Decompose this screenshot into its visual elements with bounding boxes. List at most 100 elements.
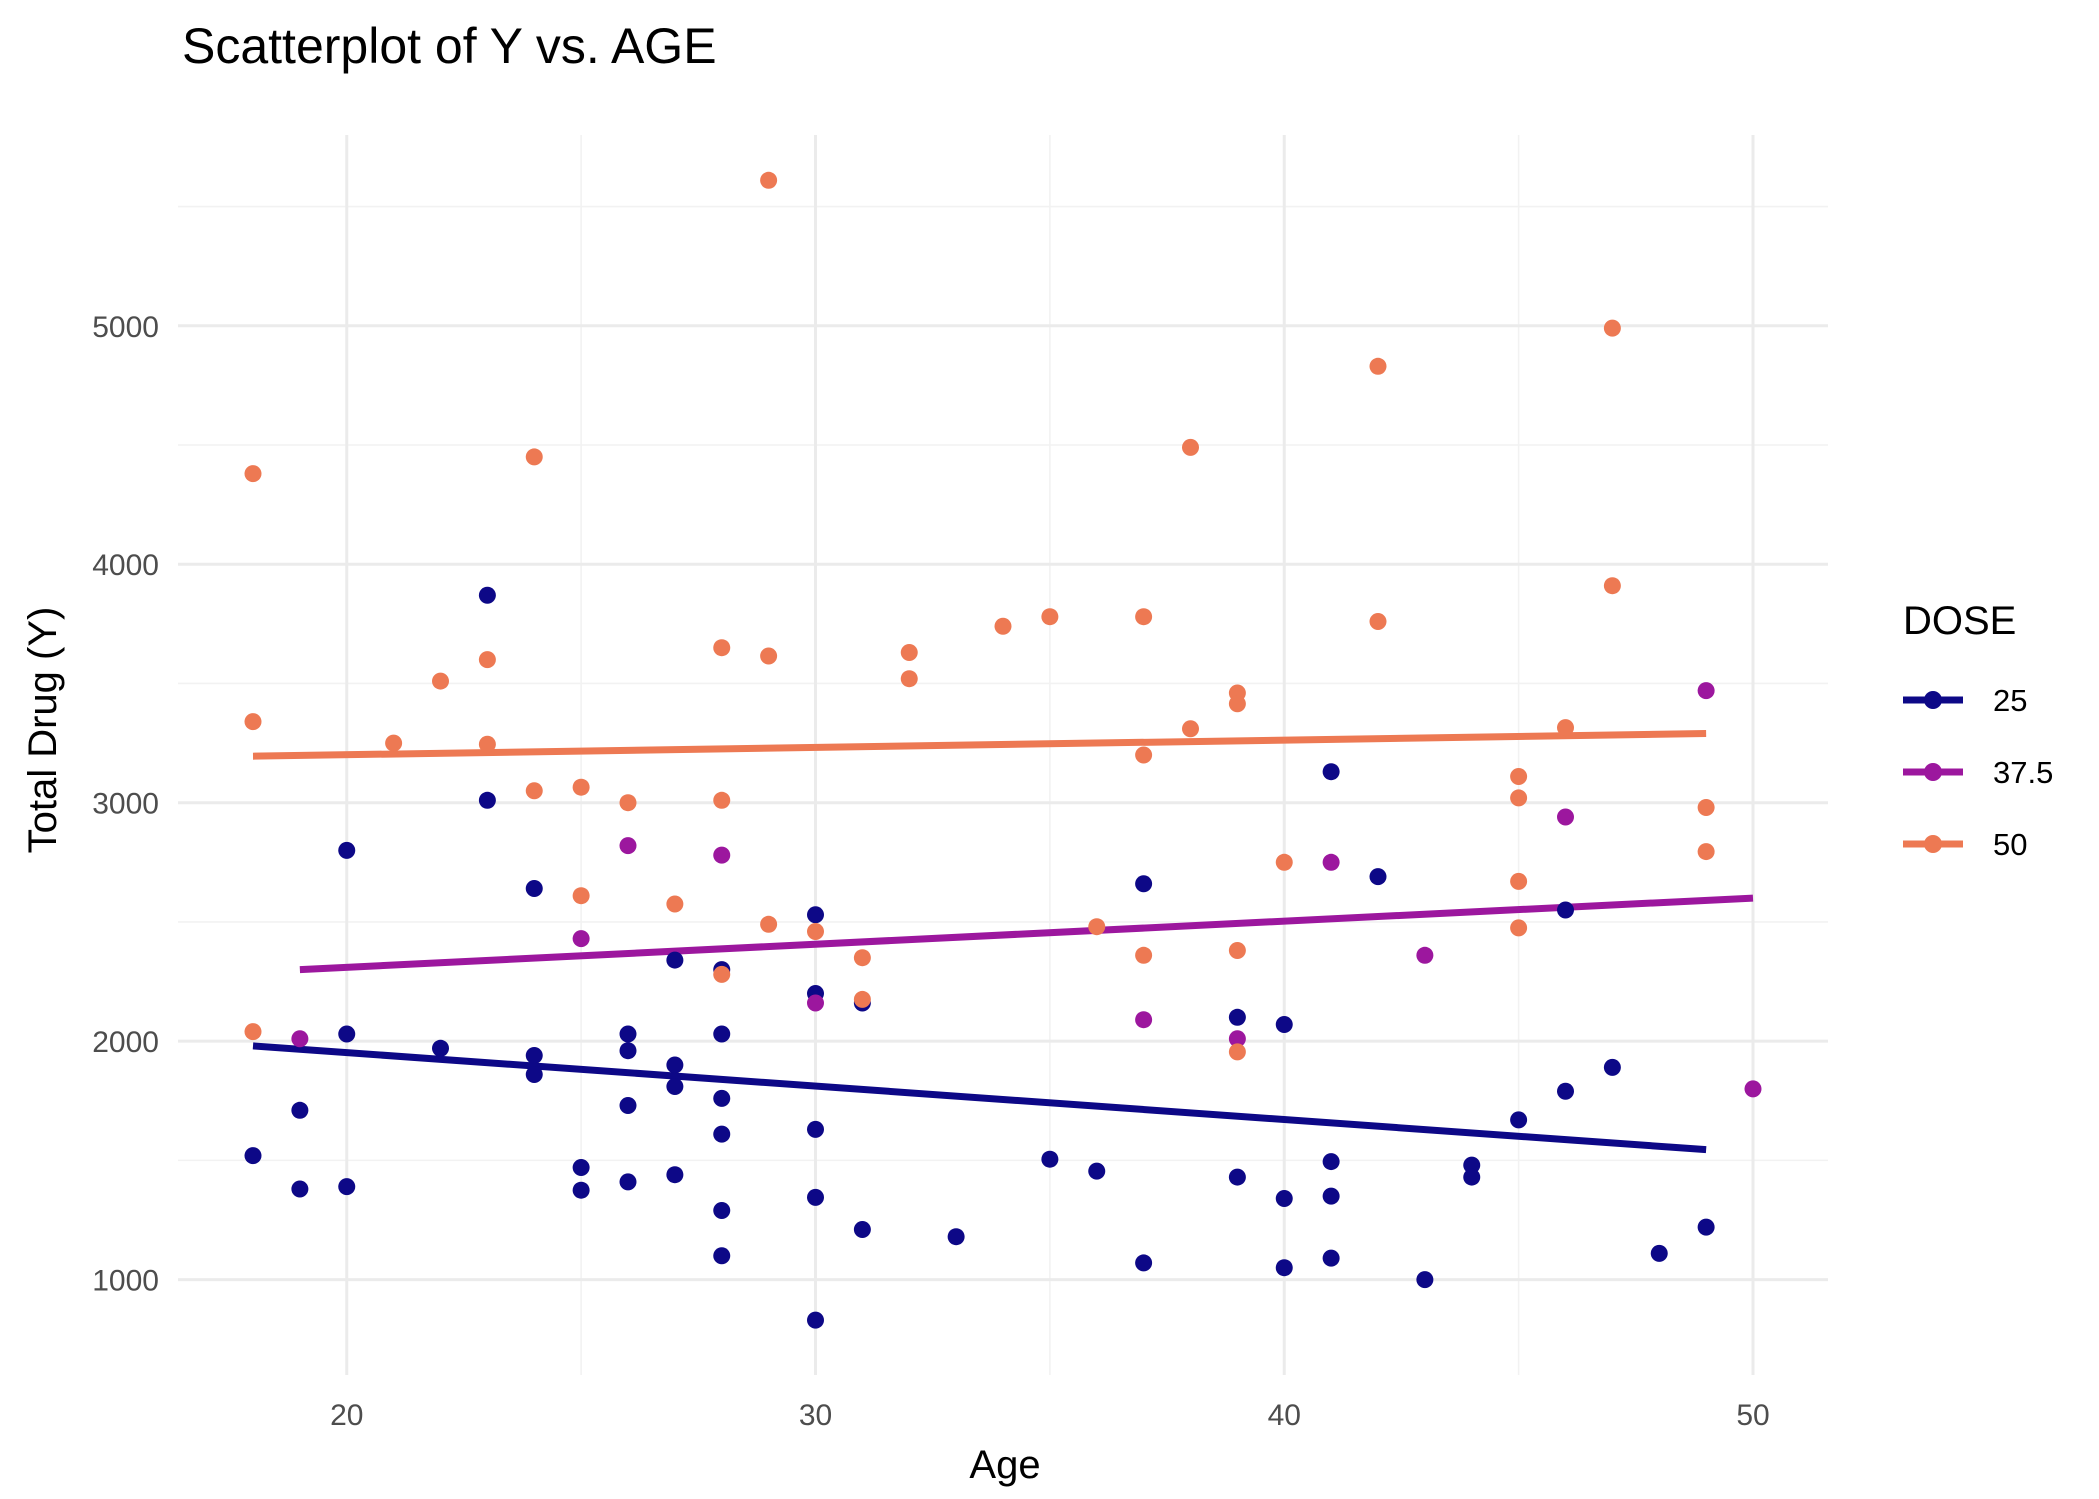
- y-tick-label: 2000: [92, 1026, 159, 1059]
- data-point-dose-25: [947, 1228, 965, 1246]
- legend-title: DOSE: [1903, 599, 2016, 643]
- data-point-dose-37.5: [1697, 682, 1715, 700]
- data-point-dose-25: [1275, 1190, 1293, 1208]
- data-point-dose-50: [760, 171, 778, 189]
- data-point-dose-50: [1557, 719, 1574, 737]
- data-point-dose-25: [1463, 1156, 1481, 1174]
- data-point-dose-37.5: [1744, 1080, 1762, 1098]
- x-axis-ticks: 20 30 40 50: [330, 1399, 1770, 1432]
- data-point-dose-25: [338, 1025, 356, 1043]
- data-point-dose-25: [666, 1077, 684, 1095]
- data-point-dose-25: [1416, 1271, 1434, 1289]
- data-point-dose-50: [244, 713, 262, 731]
- data-point-dose-50: [713, 965, 731, 983]
- data-point-dose-50: [713, 791, 731, 809]
- data-point-dose-50: [1135, 608, 1153, 626]
- legend-item-dose-37.5: 37.5: [1903, 755, 2053, 790]
- data-point-dose-25: [1322, 1249, 1340, 1267]
- trend-line-dose-37.5: [299, 894, 1754, 974]
- data-point-dose-25: [1275, 1015, 1293, 1033]
- data-point-dose-25: [338, 841, 356, 859]
- data-point-dose-25: [713, 1125, 731, 1143]
- data-point-dose-50: [1369, 357, 1387, 375]
- legend-label: 37.5: [1993, 755, 2053, 790]
- legend-point-swatch: [1924, 835, 1942, 853]
- y-tick-label: 5000: [92, 311, 159, 344]
- data-point-dose-25: [1275, 1259, 1293, 1277]
- data-point-dose-25: [713, 1089, 731, 1107]
- data-point-dose-25: [1135, 1254, 1153, 1272]
- legend-label: 50: [1993, 827, 2027, 862]
- legend-point-swatch: [1924, 691, 1942, 709]
- data-point-dose-25: [1603, 1058, 1621, 1076]
- y-axis-title: Total Drug (Y): [21, 607, 65, 854]
- x-axis-title: Age: [969, 1443, 1040, 1487]
- x-tick-label: 50: [1736, 1399, 1769, 1432]
- data-point-dose-50: [525, 782, 543, 800]
- data-point-dose-50: [900, 643, 918, 661]
- data-point-dose-50: [1182, 438, 1199, 456]
- trend-line-dose-50: [252, 730, 1707, 760]
- data-points: [244, 171, 1762, 1329]
- data-point-dose-37.5: [1135, 1011, 1153, 1029]
- data-point-dose-50: [1697, 843, 1715, 861]
- data-point-dose-50: [619, 794, 637, 812]
- data-point-dose-25: [666, 1166, 684, 1184]
- legend-items: 25 37.5 50: [1903, 683, 2053, 862]
- data-point-dose-25: [525, 1046, 543, 1064]
- data-point-dose-50: [385, 734, 403, 752]
- data-point-dose-50: [1041, 608, 1059, 626]
- data-point-dose-25: [1463, 1168, 1481, 1186]
- data-point-dose-25: [244, 1147, 262, 1165]
- data-point-dose-50: [1603, 319, 1621, 337]
- data-point-dose-25: [1228, 1168, 1246, 1186]
- chart-title: Scatterplot of Y vs. AGE: [182, 18, 717, 74]
- data-point-dose-25: [1041, 1150, 1059, 1168]
- legend: DOSE 25 37.5 50: [1903, 599, 2053, 862]
- data-point-dose-25: [807, 1120, 824, 1138]
- data-point-dose-25: [619, 1042, 637, 1060]
- data-point-dose-25: [853, 1221, 871, 1239]
- x-tick-label: 20: [330, 1399, 363, 1432]
- data-point-dose-25: [619, 1097, 637, 1115]
- data-point-dose-25: [1322, 1153, 1340, 1171]
- data-point-dose-37.5: [807, 994, 824, 1012]
- data-point-dose-50: [1228, 942, 1246, 960]
- data-point-dose-50: [1275, 853, 1293, 871]
- data-point-dose-50: [244, 1023, 262, 1041]
- data-point-dose-50: [713, 639, 731, 657]
- legend-item-dose-50: 50: [1903, 827, 2027, 862]
- minor-gridlines: [178, 135, 1828, 1375]
- trend-line-dose-25: [252, 1042, 1707, 1154]
- data-point-dose-50: [1510, 789, 1528, 807]
- data-point-dose-50: [1088, 918, 1106, 936]
- data-point-dose-50: [1510, 919, 1528, 937]
- data-point-dose-50: [1603, 577, 1621, 595]
- data-point-dose-25: [1557, 901, 1574, 919]
- data-point-dose-37.5: [572, 930, 590, 948]
- data-point-dose-25: [525, 1066, 543, 1084]
- data-point-dose-37.5: [1416, 946, 1434, 964]
- data-point-dose-25: [572, 1181, 590, 1199]
- data-point-dose-25: [1322, 763, 1340, 781]
- data-point-dose-50: [1182, 720, 1199, 738]
- data-point-dose-50: [760, 647, 778, 665]
- data-point-dose-25: [807, 1188, 824, 1206]
- data-point-dose-37.5: [291, 1030, 309, 1048]
- data-point-dose-50: [432, 672, 449, 690]
- major-gridlines: [178, 135, 1828, 1375]
- y-axis-ticks: 1000 2000 3000 4000 5000: [92, 311, 159, 1298]
- data-point-dose-25: [478, 791, 496, 809]
- data-point-dose-50: [572, 887, 590, 905]
- data-point-dose-50: [1135, 946, 1153, 964]
- data-point-dose-50: [244, 465, 262, 483]
- data-point-dose-25: [1088, 1162, 1106, 1180]
- data-point-dose-50: [1510, 872, 1528, 890]
- data-point-dose-50: [900, 670, 918, 688]
- data-point-dose-50: [1369, 612, 1387, 630]
- data-point-dose-25: [572, 1159, 590, 1177]
- data-point-dose-50: [853, 990, 871, 1008]
- data-point-dose-25: [1510, 1111, 1528, 1129]
- data-point-dose-37.5: [713, 846, 731, 864]
